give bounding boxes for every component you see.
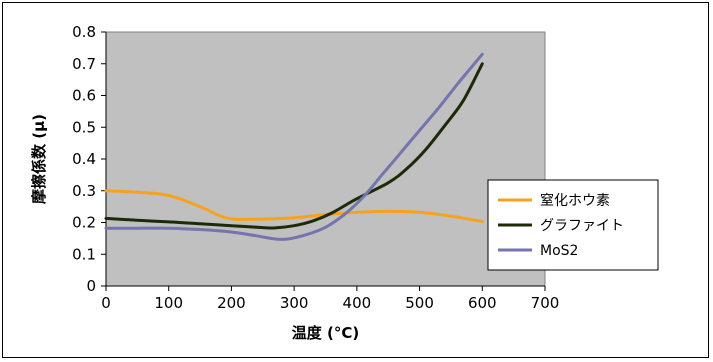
series-line-1 (104, 189, 484, 223)
y-tick-label: 0.6 (72, 87, 96, 105)
y-tick-label: 0.5 (72, 118, 96, 136)
x-axis-title: 温度 (°C) (292, 324, 359, 342)
axes: 0 0.1 0.2 0.3 0.4 0.5 0.6 0.7 0.8 0 100 200 300 400 50… (72, 23, 559, 312)
legend-label: 窒化ホウ素 (540, 192, 610, 209)
x-tick-label: 300 (280, 294, 309, 312)
y-tick-label: 0 (86, 277, 96, 295)
y-tick-label: 0.4 (72, 150, 96, 168)
plot-area (105, 31, 546, 287)
y-tick-label: 0.1 (72, 245, 96, 263)
x-tick-label: 600 (468, 294, 497, 312)
legend-label: MoS2 (540, 243, 578, 259)
x-tick-label: 200 (217, 294, 246, 312)
x-tick-label: 400 (343, 294, 372, 312)
series-line-2 (104, 62, 484, 230)
y-tick-label: 0.3 (72, 182, 96, 200)
x-tick-label: 0 (101, 294, 111, 312)
legend-label: グラファイト (540, 218, 624, 234)
y-tick-label: 0.2 (72, 214, 96, 232)
series-layer (104, 52, 484, 241)
x-tick-label: 700 (531, 294, 560, 312)
y-axis-title: 摩擦係数 (μ) (30, 114, 48, 204)
series-line-3 (104, 52, 484, 241)
y-tick-label: 0.7 (72, 55, 96, 73)
x-tick-label: 500 (405, 294, 434, 312)
y-tick-label: 0.8 (72, 23, 96, 41)
x-tick-label: 100 (154, 294, 183, 312)
